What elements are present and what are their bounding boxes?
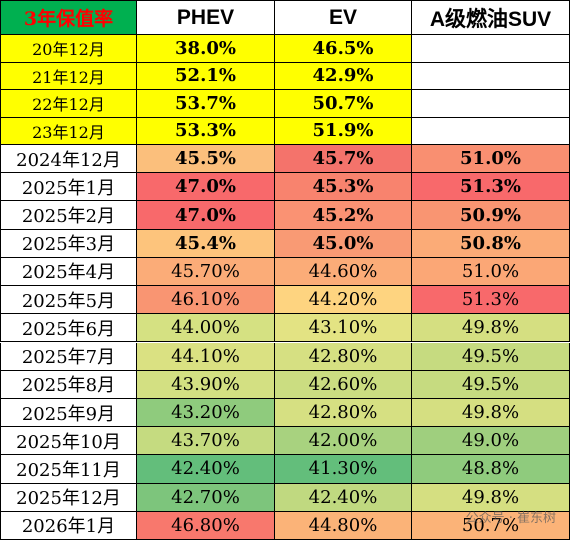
value-cell: 53.3% <box>137 117 275 145</box>
row-label: 21年12月 <box>0 62 137 90</box>
value-cell <box>412 117 570 145</box>
row-label: 2025年1月 <box>0 173 137 202</box>
row-label: 2025年11月 <box>0 455 137 484</box>
value-cell: 42.80% <box>275 398 412 428</box>
value-cell: 41.30% <box>275 455 412 484</box>
value-cell: 38.0% <box>137 35 275 63</box>
value-cell: 46.10% <box>137 286 275 315</box>
value-cell: 45.0% <box>275 229 412 258</box>
row-label: 2026年1月 <box>0 511 137 540</box>
value-cell: 46.5% <box>275 35 412 63</box>
row-label: 2025年6月 <box>0 314 137 343</box>
value-cell: 44.00% <box>137 314 275 343</box>
row-label: 2025年4月 <box>0 257 137 287</box>
value-cell: 42.00% <box>275 427 412 456</box>
value-cell: 49.8% <box>412 483 570 512</box>
value-cell: 45.5% <box>137 145 275 174</box>
value-cell <box>412 90 570 118</box>
value-cell: 42.40% <box>137 455 275 484</box>
value-cell: 50.9% <box>412 201 570 230</box>
row-label: 2025年5月 <box>0 286 137 315</box>
value-cell: 43.20% <box>137 398 275 428</box>
value-cell: 43.70% <box>137 427 275 456</box>
value-cell <box>412 35 570 63</box>
value-cell: 49.5% <box>412 370 570 399</box>
value-cell: 51.0% <box>412 257 570 287</box>
value-cell: 44.60% <box>275 257 412 287</box>
value-cell: 42.40% <box>275 483 412 512</box>
row-label: 2024年12月 <box>0 145 137 174</box>
value-cell: 45.4% <box>137 229 275 258</box>
value-cell: 49.8% <box>412 398 570 428</box>
value-cell: 51.0% <box>412 145 570 174</box>
row-label: 2025年9月 <box>0 398 137 428</box>
row-label: 2025年8月 <box>0 370 137 399</box>
value-cell: 43.10% <box>275 314 412 343</box>
row-label: 2025年12月 <box>0 483 137 512</box>
value-cell: 46.80% <box>137 511 275 540</box>
header-cell: A级燃油SUV <box>412 0 570 35</box>
value-cell: 50.8% <box>412 229 570 258</box>
value-cell: 51.3% <box>412 173 570 202</box>
value-cell: 44.80% <box>275 511 412 540</box>
value-cell: 53.7% <box>137 90 275 118</box>
value-cell <box>412 62 570 90</box>
value-cell: 42.80% <box>275 342 412 371</box>
value-cell: 49.0% <box>412 427 570 456</box>
row-label: 2025年10月 <box>0 427 137 456</box>
value-cell: 42.9% <box>275 62 412 90</box>
row-label: 22年12月 <box>0 90 137 118</box>
value-cell: 45.3% <box>275 173 412 202</box>
value-cell: 44.10% <box>137 342 275 371</box>
value-cell: 45.70% <box>137 257 275 287</box>
header-cell: PHEV <box>137 0 275 35</box>
value-cell: 51.3% <box>412 286 570 315</box>
value-cell: 47.0% <box>137 201 275 230</box>
value-cell: 49.5% <box>412 342 570 371</box>
value-cell: 47.0% <box>137 173 275 202</box>
value-cell: 43.90% <box>137 370 275 399</box>
header-cell: EV <box>275 0 412 35</box>
value-cell: 44.20% <box>275 286 412 315</box>
header-cell: 3年保值率 <box>0 0 137 35</box>
value-cell: 42.60% <box>275 370 412 399</box>
row-label: 2025年7月 <box>0 342 137 371</box>
watermark: 公众号 · 崔东树 <box>465 511 556 526</box>
value-cell: 42.70% <box>137 483 275 512</box>
row-label: 2025年2月 <box>0 201 137 230</box>
row-label: 2025年3月 <box>0 229 137 258</box>
value-cell: 49.8% <box>412 314 570 343</box>
value-cell: 45.2% <box>275 201 412 230</box>
value-cell: 51.9% <box>275 117 412 145</box>
value-cell: 50.7% <box>275 90 412 118</box>
row-label: 23年12月 <box>0 117 137 145</box>
value-cell: 52.1% <box>137 62 275 90</box>
value-cell: 45.7% <box>275 145 412 174</box>
value-cell: 50.7% <box>412 511 570 540</box>
row-label: 20年12月 <box>0 35 137 63</box>
value-cell: 48.8% <box>412 455 570 484</box>
